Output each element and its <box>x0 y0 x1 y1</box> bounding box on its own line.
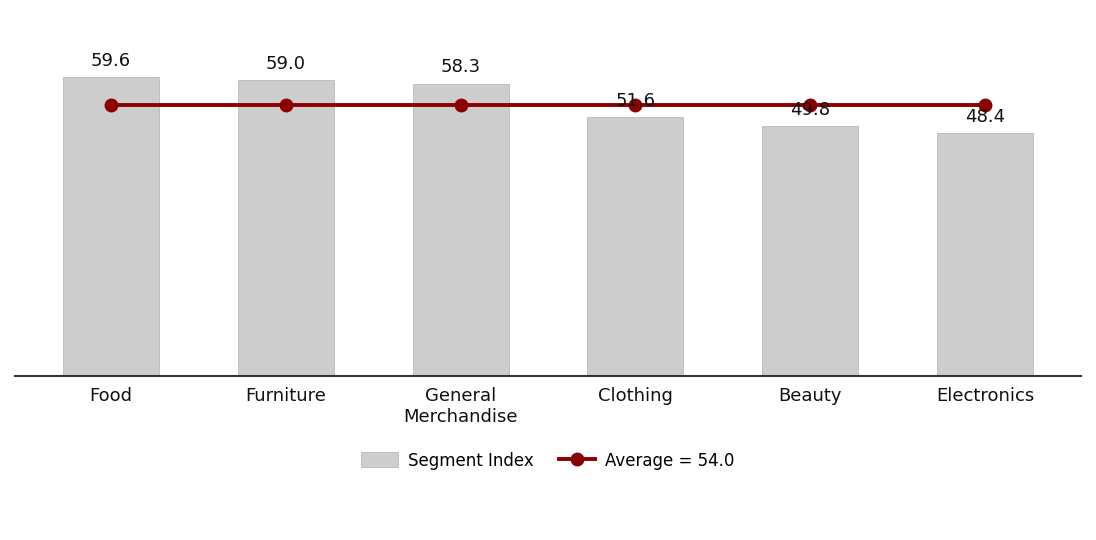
Bar <box>64 77 159 376</box>
Bar <box>238 80 334 376</box>
Text: 59.0: 59.0 <box>266 55 306 73</box>
Text: 51.6: 51.6 <box>615 92 655 110</box>
Text: 58.3: 58.3 <box>441 58 481 76</box>
Legend: Segment Index, Average = 54.0: Segment Index, Average = 54.0 <box>355 445 741 476</box>
Text: 59.6: 59.6 <box>91 52 132 70</box>
Bar <box>937 133 1032 376</box>
Bar <box>762 126 858 376</box>
Bar <box>412 84 509 376</box>
Bar <box>587 117 684 376</box>
Text: 49.8: 49.8 <box>790 101 830 119</box>
Text: 48.4: 48.4 <box>964 108 1005 126</box>
